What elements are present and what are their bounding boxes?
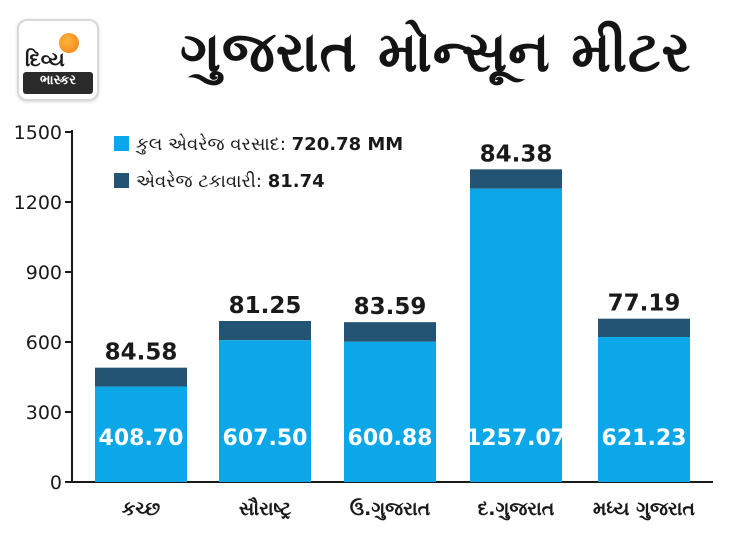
logo-text-top: દિવ્ય [25,47,65,71]
bar-rainfall-segment [95,386,187,482]
y-tick-label: 0 [50,472,62,494]
bar-percentage-label: 81.25 [229,293,302,319]
x-category-label: ઉ.ગુજરાત [350,497,431,520]
bar-rainfall-label: 408.70 [99,426,184,451]
legend-swatch [114,136,129,151]
bar-rainfall-label: 607.50 [223,426,308,451]
bar-rainfall-segment [598,337,690,482]
x-category-label: કચ્છ [122,498,161,520]
bar-rainfall-segment [470,188,562,483]
legend-label: કુલ એવરેજ વરસાદ: 720.78 MM [135,134,403,155]
legend-swatch [114,173,129,188]
chart-title: ગુજરાત મોન્સૂન મીટર [180,20,692,85]
bar-rainfall-label: 600.88 [348,426,433,451]
x-category-label: દ.ગુજરાત [478,498,555,520]
bar-percentage-label: 83.59 [354,294,427,320]
sun-icon [59,33,79,53]
bar-percentage-segment [598,318,690,338]
brand-logo: દિવ્ય ભાસ્કર [17,19,99,101]
y-tick-label: 300 [26,402,62,424]
logo-text-bottom: ભાસ્કર [40,73,76,88]
bar-percentage-segment [219,321,311,341]
legend-label-text: કુલ એવરેજ વરસાદ: [135,134,292,155]
bar-percentage-label: 77.19 [608,291,681,317]
legend-value: 720.78 MM [292,134,404,155]
bar-rainfall-segment [219,340,311,482]
legend-value: 81.74 [268,171,325,192]
bar-percentage-segment [344,322,436,342]
y-tick-label: 1200 [14,192,62,214]
x-category-label: સૌરાષ્ટ્ર [239,497,291,520]
logo-bar [23,72,93,94]
bar-percentage-segment [95,367,187,387]
bar-percentage-label: 84.38 [480,141,553,167]
legend-label-text: એવરેજ ટકાવારી: [136,171,268,192]
y-tick-label: 900 [26,262,62,284]
bar-percentage-label: 84.58 [105,340,178,366]
x-category-label: મધ્ય ગુજરાત [593,498,695,520]
y-tick-label: 600 [26,332,62,354]
y-tick-label: 1500 [14,122,62,144]
bar-rainfall-segment [344,341,436,482]
bar-rainfall-label: 621.23 [602,426,687,451]
bar-rainfall-label: 1257.07 [466,426,566,451]
bar-percentage-segment [470,169,562,189]
legend-label: એવરેજ ટકાવારી: 81.74 [136,171,325,192]
